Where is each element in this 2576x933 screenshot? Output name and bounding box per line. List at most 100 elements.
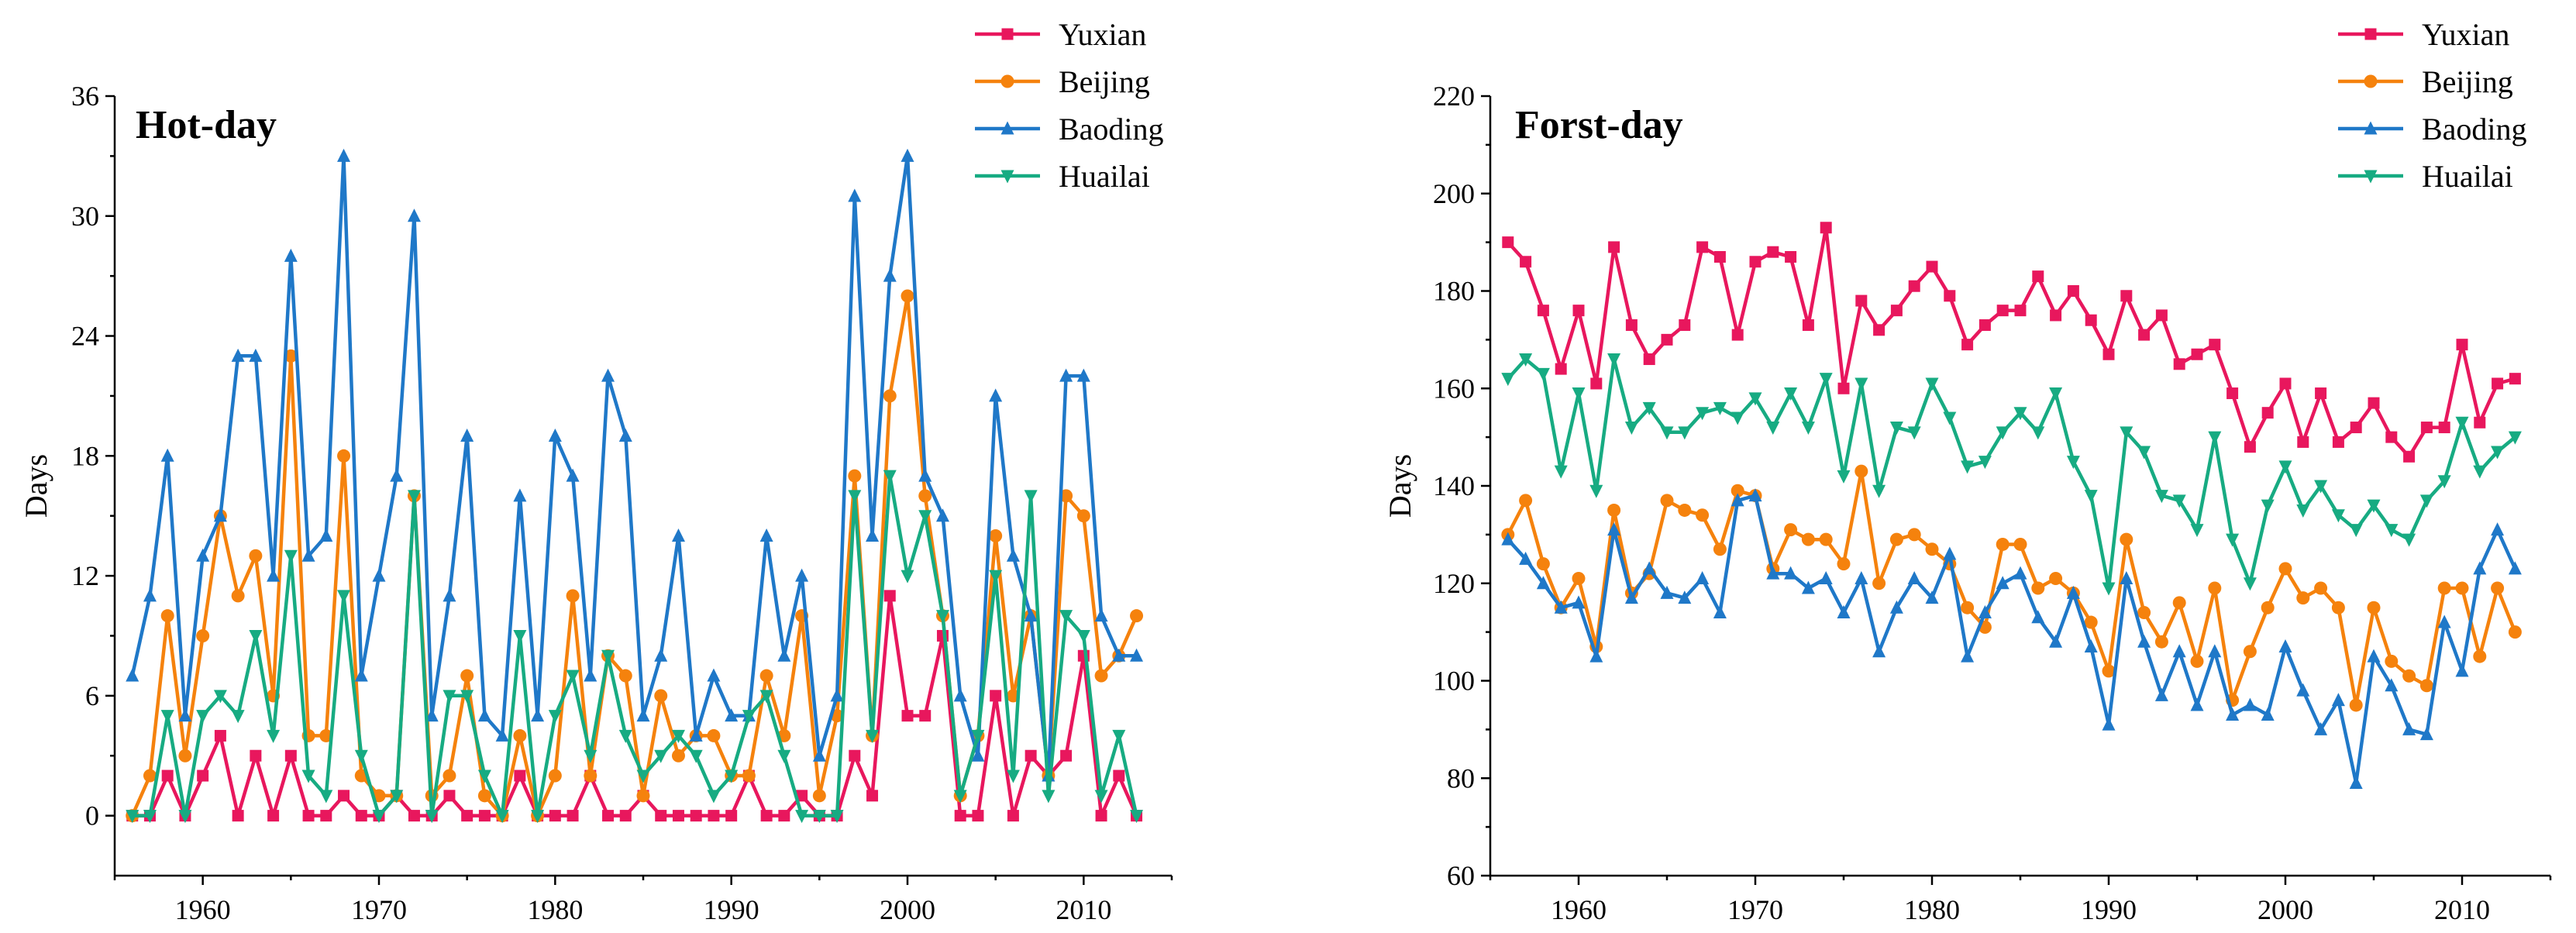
- data-point-baoding: [2243, 697, 2257, 711]
- data-point-huailai: [2226, 533, 2240, 547]
- data-point-baoding: [2402, 721, 2416, 735]
- data-point-beijing: [1855, 464, 1868, 478]
- data-point-huailai: [2243, 577, 2257, 591]
- data-point-baoding: [354, 668, 368, 682]
- data-point-baoding: [935, 508, 949, 522]
- data-point-yuxian: [2155, 309, 2168, 322]
- data-point-beijing: [2437, 581, 2451, 595]
- series-line-yuxian: [132, 594, 1138, 818]
- data-point-yuxian: [1820, 222, 1832, 234]
- data-point-yuxian: [866, 790, 879, 802]
- data-point-yuxian: [2456, 339, 2468, 351]
- data-point-yuxian: [232, 810, 244, 822]
- data-point-huailai: [2049, 387, 2063, 401]
- data-point-yuxian: [2032, 270, 2044, 283]
- x-tick-label: 2010: [2434, 894, 2490, 925]
- y-tick-label: 220: [1433, 81, 1475, 112]
- data-point-yuxian: [1855, 294, 1868, 307]
- data-point-huailai: [477, 769, 491, 783]
- data-point-huailai: [1801, 422, 1815, 436]
- data-point-baoding: [1696, 570, 1710, 584]
- data-point-huailai: [671, 729, 685, 743]
- data-point-baoding: [2137, 634, 2151, 648]
- data-point-huailai: [160, 710, 174, 724]
- data-point-yuxian: [901, 710, 914, 722]
- data-point-yuxian: [2014, 305, 2027, 317]
- data-point-yuxian: [2474, 416, 2486, 429]
- data-point-baoding: [1872, 644, 1886, 658]
- data-point-huailai: [213, 690, 227, 704]
- data-point-huailai: [1042, 790, 1056, 804]
- legend-item-baoding: Baoding: [2338, 112, 2527, 146]
- series-line-huailai: [132, 473, 1138, 818]
- data-point-yuxian: [1749, 256, 1762, 268]
- data-point-huailai: [1837, 470, 1851, 484]
- data-point-baoding: [2208, 644, 2222, 658]
- data-point-baoding: [1731, 493, 1744, 507]
- data-point-beijing: [671, 749, 685, 763]
- data-point-baoding: [584, 668, 598, 682]
- legend-item-yuxian: Yuxian: [2338, 17, 2509, 52]
- legend: Yuxian Beijing Baoding Huailai: [975, 17, 1164, 194]
- data-point-yuxian: [1060, 749, 1073, 762]
- data-point-yuxian: [2085, 314, 2097, 326]
- data-point-baoding: [989, 388, 1003, 402]
- data-point-yuxian: [1785, 250, 1797, 263]
- data-point-huailai: [971, 729, 985, 743]
- legend-item-huailai: Huailai: [975, 159, 1150, 194]
- data-point-baoding: [795, 568, 809, 582]
- data-point-beijing: [1678, 503, 1692, 517]
- data-point-yuxian: [1520, 256, 1532, 268]
- data-point-baoding: [443, 588, 456, 602]
- data-point-baoding: [1519, 551, 1533, 565]
- data-point-baoding: [1961, 649, 1975, 663]
- data-point-huailai: [2013, 407, 2027, 421]
- data-point-huailai: [989, 570, 1003, 584]
- data-point-beijing: [1660, 494, 1674, 508]
- x-tick-label: 1990: [704, 894, 759, 925]
- data-point-baoding: [249, 348, 263, 362]
- data-point-beijing: [2243, 645, 2257, 659]
- data-point-beijing: [707, 728, 721, 742]
- data-point-huailai: [495, 810, 509, 824]
- legend-marker: [2364, 28, 2377, 40]
- data-point-huailai: [531, 810, 545, 824]
- data-point-baoding: [2031, 610, 2045, 624]
- data-point-baoding: [2455, 663, 2469, 677]
- data-point-huailai: [2031, 426, 2045, 440]
- data-point-baoding: [196, 548, 210, 562]
- data-point-beijing: [2278, 562, 2292, 576]
- data-point-huailai: [1925, 377, 1939, 391]
- data-point-yuxian: [461, 810, 474, 822]
- data-point-huailai: [2066, 456, 2080, 470]
- data-point-huailai: [2367, 499, 2381, 513]
- data-point-baoding: [2190, 697, 2204, 711]
- data-point-yuxian: [1502, 236, 1514, 249]
- legend-label: Beijing: [1059, 64, 1150, 99]
- data-point-beijing: [584, 769, 598, 783]
- data-point-yuxian: [338, 790, 350, 802]
- data-point-huailai: [196, 710, 210, 724]
- series-baoding: [1501, 488, 2522, 790]
- data-point-baoding: [372, 568, 386, 582]
- data-point-beijing: [1519, 494, 1533, 508]
- data-point-huailai: [2437, 475, 2451, 489]
- data-point-huailai: [1978, 456, 1992, 470]
- y-tick-label: 30: [71, 201, 99, 232]
- data-point-beijing: [2349, 698, 2363, 712]
- data-point-huailai: [1024, 490, 1038, 504]
- data-point-yuxian: [725, 810, 738, 822]
- data-point-beijing: [759, 669, 773, 683]
- data-point-huailai: [2473, 465, 2487, 479]
- data-point-huailai: [1607, 353, 1621, 367]
- data-point-yuxian: [2438, 422, 2450, 434]
- data-point-baoding: [636, 708, 650, 722]
- data-point-huailai: [1536, 367, 1550, 381]
- data-point-huailai: [812, 810, 826, 824]
- x-tick-label: 1990: [2081, 894, 2137, 925]
- data-point-huailai: [1059, 610, 1073, 624]
- data-point-baoding: [1889, 600, 1903, 614]
- data-point-beijing: [1925, 542, 1939, 556]
- data-point-baoding: [1642, 561, 1656, 575]
- data-point-yuxian: [2492, 377, 2504, 390]
